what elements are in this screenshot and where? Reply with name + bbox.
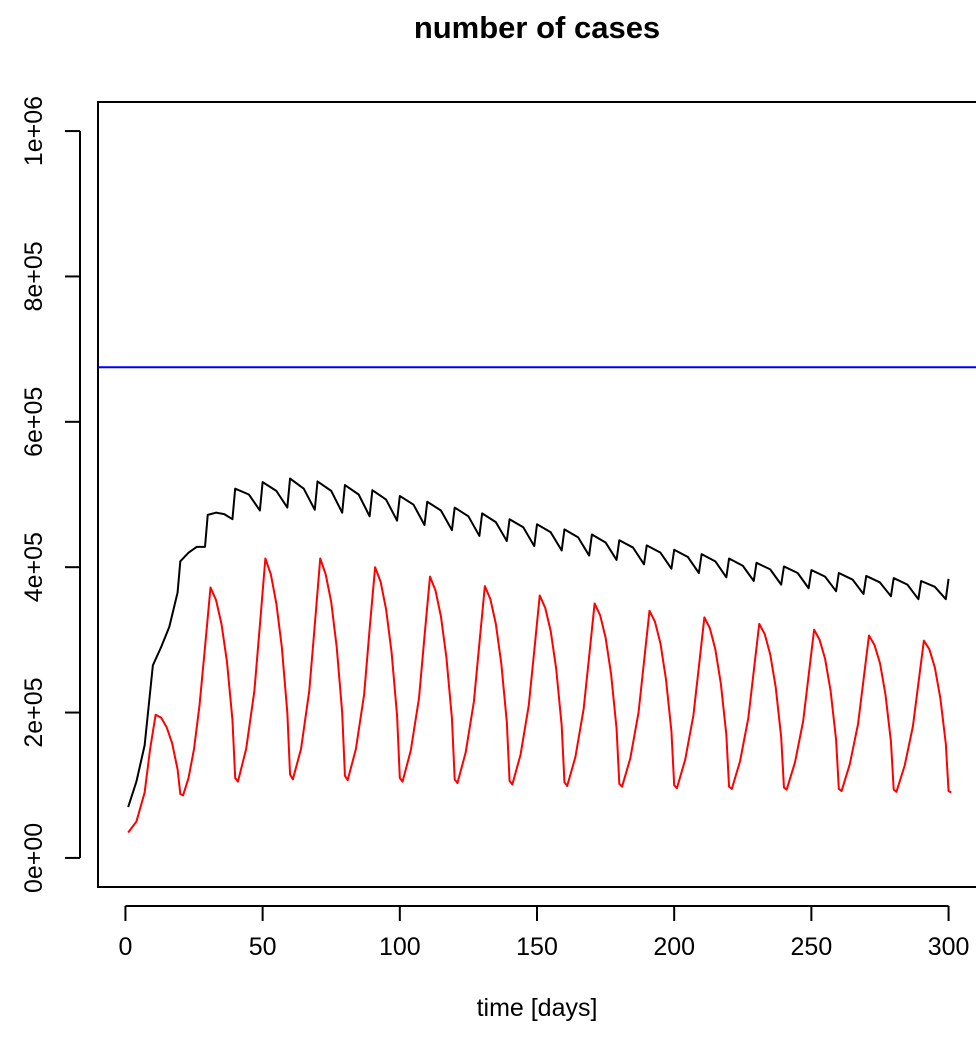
- x-tick-label: 0: [118, 933, 132, 961]
- plot-frame: [97, 101, 976, 888]
- x-axis: 0 50 100 150 200 250 300: [118, 905, 970, 961]
- y-tick-label: 0e+00: [20, 823, 48, 893]
- x-axis-label: time [days]: [477, 994, 598, 1022]
- x-tick-label: 300: [928, 933, 970, 961]
- x-tick-label: 250: [791, 933, 833, 961]
- x-tick-label: 100: [379, 933, 421, 961]
- x-tick-label: 200: [653, 933, 695, 961]
- x-tick-label: 150: [516, 933, 558, 961]
- plot-area: [97, 101, 976, 888]
- x-tick-label: 50: [249, 933, 277, 961]
- y-tick-label: 8e+05: [20, 241, 48, 311]
- y-tick-label: 1e+06: [20, 96, 48, 166]
- y-tick-label: 6e+05: [20, 387, 48, 457]
- y-tick-label: 4e+05: [20, 532, 48, 602]
- y-tick-label: 2e+05: [20, 677, 48, 747]
- total-cases-line: [127, 477, 950, 808]
- chart-title: number of cases: [414, 10, 660, 45]
- y-axis: 0e+00 2e+05 4e+05 6e+05 8e+05 1e+06: [20, 96, 81, 893]
- active-cases-line: [127, 557, 952, 834]
